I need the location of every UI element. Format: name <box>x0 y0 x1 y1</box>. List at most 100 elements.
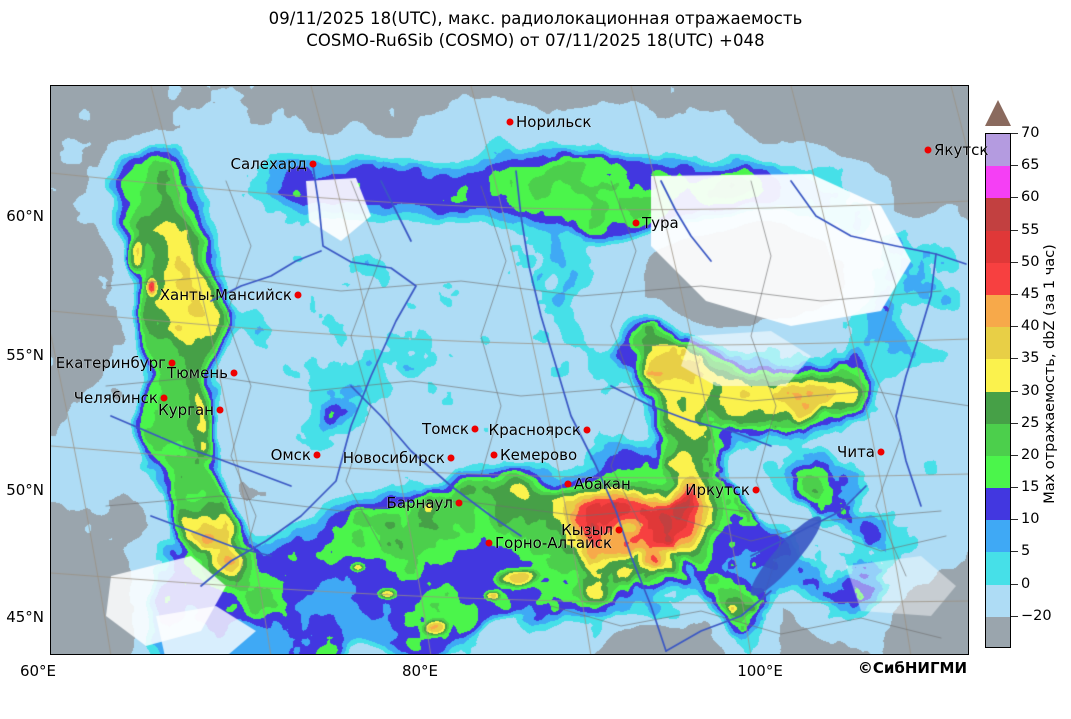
lon-tick-2: 100°E <box>737 662 783 680</box>
colorbar-tick-label-45: 45 <box>1021 285 1040 302</box>
city-label: Кемерово <box>500 446 578 464</box>
city-marker-dot[interactable] <box>230 369 238 377</box>
city-marker-dot[interactable] <box>632 219 640 227</box>
colorbar-tick-label-35: 35 <box>1021 350 1040 367</box>
colorbar-tick-55 <box>1011 229 1018 231</box>
colorbar-segment-30 <box>986 359 1010 392</box>
colorbar-tick-label-25: 25 <box>1021 414 1040 431</box>
colorbar-segment-5 <box>986 520 1010 553</box>
colorbar-gradient <box>985 133 1011 648</box>
colorbar-tick-0 <box>1011 583 1018 585</box>
colorbar-segment-50 <box>986 230 1010 263</box>
colorbar-tick-25 <box>1011 422 1018 424</box>
city-label: Курган <box>158 401 214 419</box>
radar-reflectivity-raster <box>51 86 968 654</box>
colorbar-tick-5 <box>1011 551 1018 553</box>
city-label: Кызыл <box>561 521 613 539</box>
city-label: Омск <box>270 446 311 464</box>
colorbar-tick-35 <box>1011 358 1018 360</box>
colorbar-tick-label-5: 5 <box>1021 543 1031 560</box>
city-label: Тура <box>642 214 679 232</box>
colorbar-tick-label-70: 70 <box>1021 125 1040 141</box>
city-label: Барнаул <box>386 494 453 512</box>
title-line-2: COSMO-Ru6Sib (COSMO) от 07/11/2025 18(UT… <box>306 31 765 50</box>
colorbar-tick-label-0: 0 <box>1021 575 1031 592</box>
colorbar-tick-label-40: 40 <box>1021 318 1040 335</box>
lat-tick-3: 45°N <box>6 608 44 626</box>
city-label: Красноярск <box>488 421 581 439</box>
city-label: Новосибирск <box>342 449 445 467</box>
city-marker-dot[interactable] <box>485 539 493 547</box>
lat-tick-1: 55°N <box>6 346 44 364</box>
colorbar-segment-0 <box>986 552 1010 585</box>
city-marker-dot[interactable] <box>309 160 317 168</box>
colorbar-segment-60 <box>986 166 1010 199</box>
city-label: Тюмень <box>167 364 228 382</box>
city-marker-dot[interactable] <box>506 118 514 126</box>
city-marker-dot[interactable] <box>752 486 760 494</box>
colorbar-tick-30 <box>1011 390 1018 392</box>
colorbar-tick-label-20: 20 <box>1021 446 1040 463</box>
colorbar-segment-45 <box>986 262 1010 295</box>
colorbar-tick-65 <box>1011 165 1018 167</box>
city-label: Иркутск <box>685 481 750 499</box>
city-label: Абакан <box>574 475 631 493</box>
lat-tick-0: 60°N <box>6 207 44 225</box>
colorbar-segment-15 <box>986 455 1010 489</box>
city-marker-dot[interactable] <box>924 146 932 154</box>
city-label: Норильск <box>516 113 592 131</box>
colorbar-segment-40 <box>986 294 1010 328</box>
colorbar-segment-25 <box>986 391 1010 424</box>
city-marker-dot[interactable] <box>583 426 591 434</box>
colorbar-segment--50 <box>986 616 1010 647</box>
colorbar-segment-20 <box>986 423 1010 456</box>
colorbar-tick-label-30: 30 <box>1021 382 1040 399</box>
colorbar-tick-label-60: 60 <box>1021 189 1040 206</box>
city-label: Салехард <box>230 155 307 173</box>
copyright-notice: ©СибНИГМИ <box>857 659 967 677</box>
city-label: Челябинск <box>73 389 158 407</box>
colorbar-axis-label: Max отражаемость, dbZ (за 1 час) <box>1040 100 1060 648</box>
colorbar-tick-label-10: 10 <box>1021 511 1040 528</box>
colorbar-axis-label-text: Max отражаемость, dbZ (за 1 час) <box>1042 244 1058 504</box>
colorbar[interactable] <box>985 100 1011 648</box>
city-marker-dot[interactable] <box>471 425 479 433</box>
chart-title: 09/11/2025 18(UTC), макс. радиолокационн… <box>0 8 1071 52</box>
colorbar-tick-45 <box>1011 293 1018 295</box>
title-line-1: 09/11/2025 18(UTC), макс. радиолокационн… <box>268 9 803 28</box>
city-marker-dot[interactable] <box>615 526 623 534</box>
colorbar-tick-label-65: 65 <box>1021 157 1040 174</box>
city-label: Екатеринбург <box>55 354 166 372</box>
city-label: Томск <box>422 420 469 438</box>
city-marker-dot[interactable] <box>877 448 885 456</box>
city-label: Якутск <box>934 141 989 159</box>
city-marker-dot[interactable] <box>564 480 572 488</box>
colorbar-tick-−20 <box>1011 615 1018 617</box>
colorbar-tick-10 <box>1011 519 1018 521</box>
colorbar-tick-20 <box>1011 454 1018 456</box>
radar-map-plot[interactable] <box>50 85 969 655</box>
city-label: Чита <box>837 443 875 461</box>
lon-tick-1: 80°E <box>401 662 439 680</box>
colorbar-tick-40 <box>1011 326 1018 328</box>
colorbar-segment--20 <box>986 584 1010 617</box>
colorbar-tick-label-15: 15 <box>1021 479 1040 496</box>
city-marker-dot[interactable] <box>216 406 224 414</box>
city-marker-dot[interactable] <box>455 499 463 507</box>
colorbar-overflow-arrow-icon <box>985 100 1011 126</box>
colorbar-tick-50 <box>1011 261 1018 263</box>
city-marker-dot[interactable] <box>447 454 455 462</box>
city-marker-dot[interactable] <box>313 451 321 459</box>
colorbar-tick-70 <box>1011 133 1018 134</box>
city-marker-dot[interactable] <box>490 451 498 459</box>
colorbar-segment-10 <box>986 488 1010 521</box>
city-marker-dot[interactable] <box>294 291 302 299</box>
colorbar-segment-35 <box>986 327 1010 360</box>
colorbar-segment-65 <box>986 134 1010 167</box>
city-marker-dot[interactable] <box>168 359 176 367</box>
city-marker-dot[interactable] <box>160 394 168 402</box>
colorbar-tick-label-55: 55 <box>1021 221 1040 238</box>
lat-tick-2: 50°N <box>6 481 44 499</box>
colorbar-segment-55 <box>986 198 1010 231</box>
city-label: Ханты-Мансийск <box>159 286 292 304</box>
